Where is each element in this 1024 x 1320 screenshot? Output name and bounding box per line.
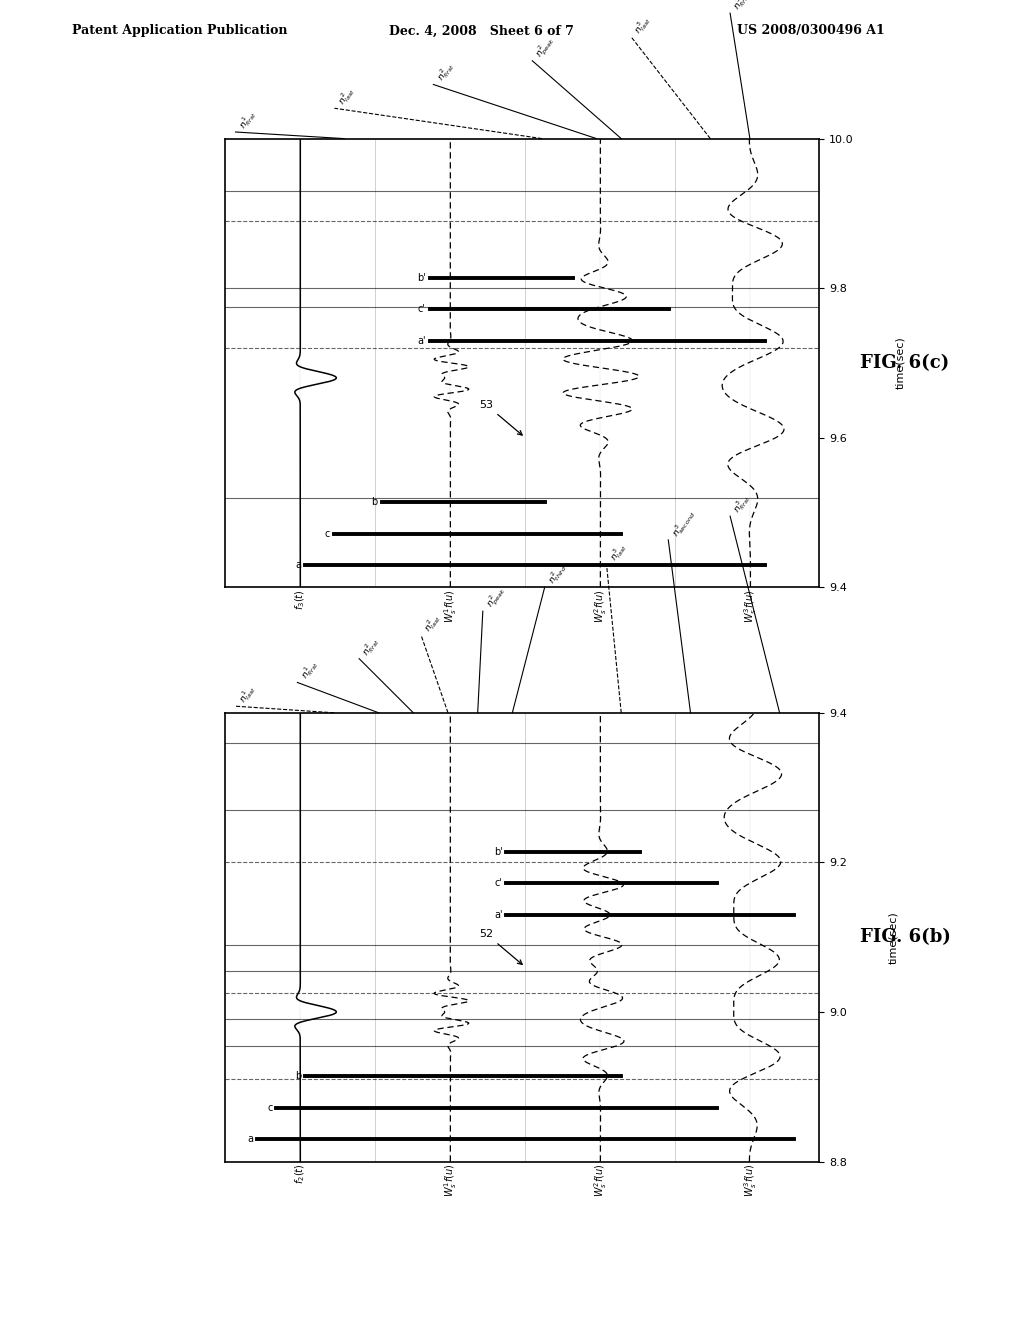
Text: $n^2_{first}$: $n^2_{first}$ bbox=[359, 634, 383, 659]
Text: $W_s^3f(u)$: $W_s^3f(u)$ bbox=[742, 590, 759, 623]
Text: 53: 53 bbox=[479, 400, 522, 436]
Text: b': b' bbox=[417, 273, 426, 282]
Text: $n^2_{last}$: $n^2_{last}$ bbox=[335, 84, 357, 108]
Text: $W_s^1f(u)$: $W_s^1f(u)$ bbox=[442, 590, 459, 623]
Text: b: b bbox=[295, 1072, 301, 1081]
Text: $f_3(t)$: $f_3(t)$ bbox=[294, 590, 307, 610]
Text: $f_2(t)$: $f_2(t)$ bbox=[294, 1164, 307, 1184]
Text: Dec. 4, 2008   Sheet 6 of 7: Dec. 4, 2008 Sheet 6 of 7 bbox=[389, 24, 574, 37]
Text: b': b' bbox=[494, 847, 503, 857]
Text: a': a' bbox=[494, 909, 503, 920]
Text: Patent Application Publication: Patent Application Publication bbox=[72, 24, 287, 37]
Text: b: b bbox=[372, 498, 378, 507]
Text: $W_s^2f(u)$: $W_s^2f(u)$ bbox=[592, 590, 609, 623]
Text: US 2008/0300496 A1: US 2008/0300496 A1 bbox=[737, 24, 885, 37]
Text: FIG. 6(c): FIG. 6(c) bbox=[860, 354, 949, 372]
Text: a: a bbox=[247, 1134, 253, 1144]
Text: c': c' bbox=[418, 304, 426, 314]
Text: $n^1_{first}$: $n^1_{first}$ bbox=[297, 657, 322, 682]
Text: $n^3_{last}$: $n^3_{last}$ bbox=[606, 540, 630, 564]
Text: a: a bbox=[295, 560, 301, 570]
Text: $n^3_{first}$: $n^3_{first}$ bbox=[730, 0, 754, 13]
Text: $n^3_{last}$: $n^3_{last}$ bbox=[631, 13, 654, 37]
Text: c: c bbox=[325, 528, 330, 539]
Y-axis label: time(sec): time(sec) bbox=[895, 337, 905, 389]
Text: $n^2_{third}$: $n^2_{third}$ bbox=[545, 560, 569, 587]
Y-axis label: time(sec): time(sec) bbox=[889, 911, 898, 964]
Text: $W_s^3f(u)$: $W_s^3f(u)$ bbox=[742, 1164, 759, 1197]
Text: $n^1_{last}$: $n^1_{last}$ bbox=[236, 682, 259, 706]
Text: $n^3_{first}$: $n^3_{first}$ bbox=[730, 491, 754, 516]
Text: $n^2_{first}$: $n^2_{first}$ bbox=[433, 59, 457, 84]
Text: $n^2_{peak}$: $n^2_{peak}$ bbox=[532, 33, 558, 61]
Text: c': c' bbox=[495, 878, 503, 888]
Text: FIG. 6(b): FIG. 6(b) bbox=[860, 928, 951, 946]
Text: $n^3_{second}$: $n^3_{second}$ bbox=[669, 507, 698, 540]
Text: $W_s^1f(u)$: $W_s^1f(u)$ bbox=[442, 1164, 459, 1197]
Text: $W_s^2f(u)$: $W_s^2f(u)$ bbox=[592, 1164, 609, 1197]
Text: $n^2_{peak}$: $n^2_{peak}$ bbox=[483, 583, 509, 611]
Text: a': a' bbox=[417, 335, 426, 346]
Text: 52: 52 bbox=[479, 929, 522, 965]
Text: c: c bbox=[267, 1102, 272, 1113]
Text: $n^2_{last}$: $n^2_{last}$ bbox=[421, 611, 444, 635]
Text: $n^1_{first}$: $n^1_{first}$ bbox=[236, 107, 259, 132]
